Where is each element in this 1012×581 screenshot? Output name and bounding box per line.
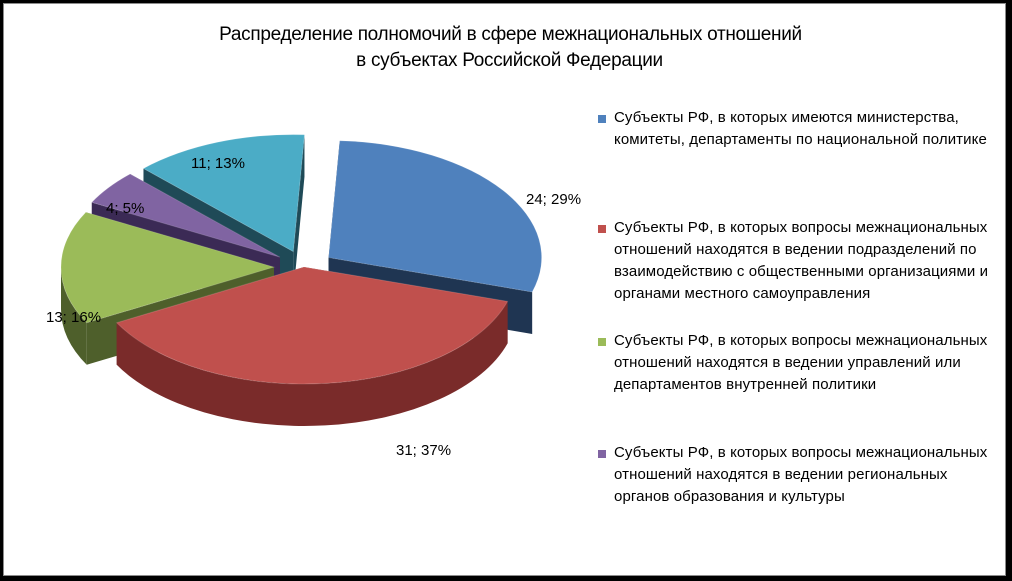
slice-4-top	[90, 173, 281, 258]
legend-item-2: Субъекты РФ, в которых вопросы межнацион…	[598, 217, 998, 305]
pie-chart: 24; 29% 31; 37% 13; 16% 4; 5% 11; 13%	[46, 134, 581, 459]
slice-3-top	[60, 211, 276, 324]
chart-title-line-2: в субъектах Российской Федерации	[356, 50, 663, 71]
chart-title: Распределение полномочий в сфере межнаци…	[4, 22, 1007, 74]
data-label-1: 24; 29%	[526, 191, 581, 208]
chart-title-line-1: Распределение полномочий в сфере межнаци…	[219, 24, 802, 45]
data-label-5: 11; 13%	[191, 155, 245, 172]
slice-1-top	[328, 140, 543, 293]
slice-5-top	[142, 134, 306, 253]
legend-label: Субъекты РФ, в которых имеются министерс…	[614, 109, 987, 148]
legend-item-1: Субъекты РФ, в которых имеются министерс…	[598, 107, 998, 151]
legend-color-key	[598, 338, 606, 346]
legend-item-3: Субъекты РФ, в которых вопросы межнацион…	[598, 330, 998, 396]
slice-5-wall-2	[293, 134, 305, 294]
legend-color-key	[598, 225, 606, 233]
pie-slice-2	[115, 266, 509, 427]
legend-label: Субъекты РФ, в которых вопросы межнацион…	[614, 219, 989, 302]
legend-color-key	[598, 115, 606, 123]
slice-2-top	[115, 266, 509, 385]
legend-item-4: Субъекты РФ, в которых вопросы межнацион…	[598, 442, 998, 508]
data-label-4: 4; 5%	[106, 200, 144, 217]
slice-2-outer-wall	[116, 301, 508, 427]
legend-label: Субъекты РФ, в которых вопросы межнацион…	[614, 332, 988, 393]
data-labels: 24; 29% 31; 37% 13; 16% 4; 5% 11; 13%	[46, 155, 581, 459]
pie-slices	[60, 134, 543, 427]
legend-color-key	[598, 450, 606, 458]
legend-label: Субъекты РФ, в которых вопросы межнацион…	[614, 444, 988, 505]
slice-3-outer-wall	[61, 267, 87, 365]
data-label-3: 13; 16%	[46, 309, 101, 326]
data-label-2: 31; 37%	[396, 442, 451, 459]
chart-area: Распределение полномочий в сфере межнаци…	[3, 3, 1006, 576]
